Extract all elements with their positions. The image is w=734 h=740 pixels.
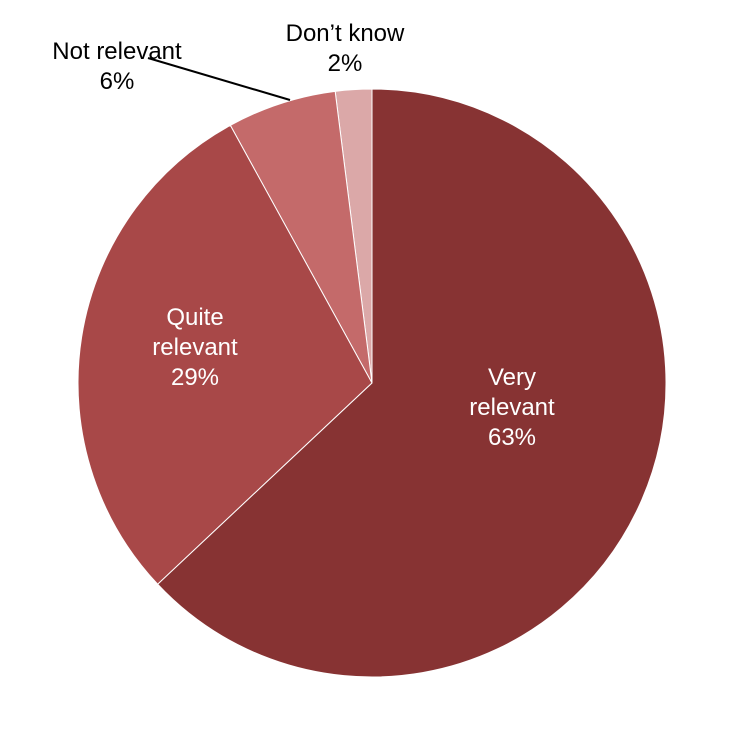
value-label: 2% bbox=[327, 50, 363, 77]
slice-label: Not relevant 6% bbox=[17, 37, 217, 97]
leader-line bbox=[147, 57, 291, 101]
value-label: 63% bbox=[487, 424, 537, 451]
slice-label: Quite relevant 29% bbox=[140, 303, 250, 393]
value-label: 29% bbox=[170, 364, 220, 391]
category-label: Don’t know bbox=[285, 20, 405, 47]
pie-slice bbox=[77, 124, 373, 585]
value-label: 6% bbox=[99, 68, 135, 95]
slice-label: Very relevant 63% bbox=[457, 363, 567, 453]
category-label: Not relevant bbox=[52, 38, 182, 65]
category-label: Quite relevant bbox=[152, 304, 238, 361]
slice-label: Don’t know 2% bbox=[245, 19, 445, 79]
category-label: Very relevant bbox=[469, 364, 555, 421]
pie-slice bbox=[156, 88, 667, 678]
